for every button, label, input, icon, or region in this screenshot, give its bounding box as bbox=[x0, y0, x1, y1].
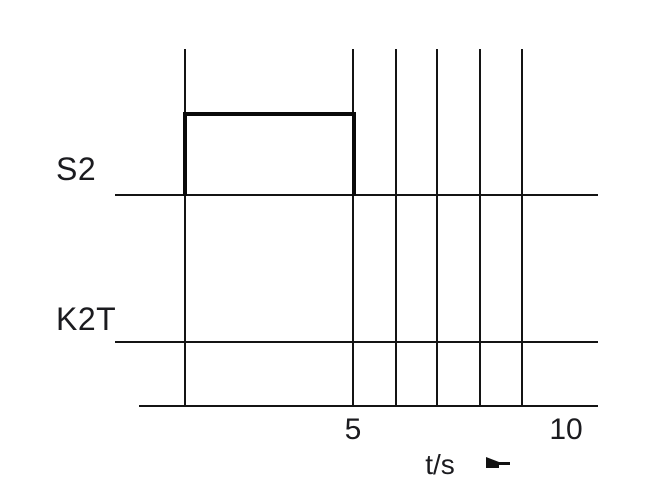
time-axis-line bbox=[139, 405, 598, 407]
k2t-baseline bbox=[115, 341, 598, 343]
gridline-t5 bbox=[352, 49, 354, 406]
gridline-t9 bbox=[521, 49, 523, 406]
gridline-t7 bbox=[436, 49, 438, 406]
signal-label-s2: S2 bbox=[56, 151, 97, 187]
axis-direction-arrow-icon bbox=[486, 457, 510, 468]
gridline-t1 bbox=[184, 49, 186, 406]
s2-pulse-waveform bbox=[183, 112, 356, 196]
signal-label-k2t: K2T bbox=[56, 301, 117, 337]
axis-unit-label: t/s bbox=[425, 449, 455, 480]
s2-baseline bbox=[115, 194, 598, 196]
gridline-t8 bbox=[479, 49, 481, 406]
axis-tick-5: 5 bbox=[344, 413, 362, 446]
axis-tick-10: 10 bbox=[549, 413, 583, 446]
gridline-t6 bbox=[395, 49, 397, 406]
